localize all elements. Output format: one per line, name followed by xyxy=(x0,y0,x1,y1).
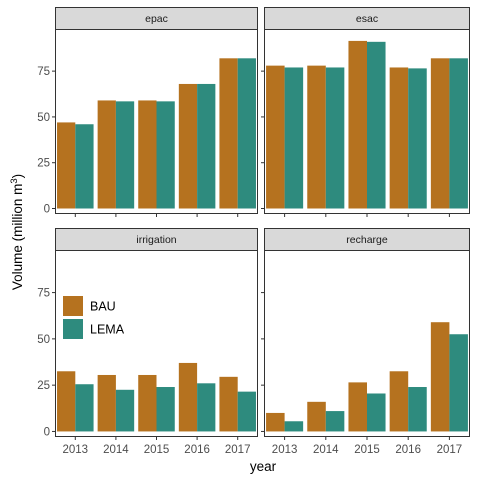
bar-epac-bau-2016 xyxy=(178,83,198,209)
bar-epac-bau-2017 xyxy=(219,58,238,209)
bar-epac-bau-2013 xyxy=(57,122,76,209)
x-axis-title: year xyxy=(250,459,277,474)
bar-irrigation-lema-2013 xyxy=(75,384,94,432)
bar-recharge-bau-2016 xyxy=(389,371,409,432)
x-tick-label-irrigation-2017: 2017 xyxy=(225,444,251,456)
bar-recharge-bau-2015 xyxy=(348,382,367,432)
bar-recharge-lema-2017 xyxy=(449,334,468,432)
bar-recharge-bau-2017 xyxy=(430,322,450,432)
bar-esac-lema-2014 xyxy=(325,67,345,209)
facet-epac: epac 0 25 50 75 xyxy=(37,7,258,217)
bar-irrigation-bau-2014 xyxy=(97,374,116,432)
bar-irrigation-bau-2016 xyxy=(178,362,198,432)
bar-esac-lema-2015 xyxy=(367,41,386,209)
y-tick-label-epac-75: 75 xyxy=(37,66,50,78)
bar-esac-bau-2015 xyxy=(348,40,367,209)
legend-label-bau: BAU xyxy=(90,300,116,314)
x-tick-label-recharge-2014: 2014 xyxy=(313,444,339,456)
y-tick-label-irrigation-25: 25 xyxy=(37,380,50,392)
facet-recharge: recharge 2013 2014 2015 2016 2017 xyxy=(261,228,470,456)
bar-epac-bau-2015 xyxy=(138,100,157,209)
x-tick-label-recharge-2017: 2017 xyxy=(437,444,463,456)
x-tick-label-irrigation-2016: 2016 xyxy=(184,444,210,456)
bar-esac-bau-2013 xyxy=(266,65,285,209)
bar-irrigation-bau-2015 xyxy=(138,374,157,432)
facet-title-irrigation: irrigation xyxy=(136,234,176,246)
x-tick-label-recharge-2013: 2013 xyxy=(272,444,298,456)
y-tick-label-epac-25: 25 xyxy=(37,158,50,170)
bar-esac-bau-2017 xyxy=(430,58,450,209)
bar-recharge-bau-2014 xyxy=(307,401,326,432)
bar-irrigation-lema-2016 xyxy=(197,383,216,432)
bar-esac-bau-2016 xyxy=(389,67,409,209)
bar-irrigation-bau-2013 xyxy=(57,371,76,432)
x-tick-label-recharge-2015: 2015 xyxy=(354,444,380,456)
bar-irrigation-bau-2017 xyxy=(219,376,238,432)
x-tick-label-recharge-2016: 2016 xyxy=(395,444,421,456)
y-tick-label-epac-0: 0 xyxy=(44,204,50,216)
legend-label-lema: LEMA xyxy=(90,323,125,337)
bar-esac-lema-2013 xyxy=(284,67,304,209)
bar-irrigation-lema-2017 xyxy=(237,391,256,432)
facet-esac: esac xyxy=(261,7,470,217)
bar-esac-bau-2014 xyxy=(307,65,326,209)
bar-recharge-lema-2016 xyxy=(408,387,427,432)
bar-esac-lema-2017 xyxy=(449,58,468,209)
x-tick-label-irrigation-2014: 2014 xyxy=(103,444,129,456)
bar-recharge-bau-2013 xyxy=(266,412,285,432)
facet-irrigation: irrigation 0 25 50 75 2013 2014 2015 2016 2017 xyxy=(37,228,258,456)
x-tick-label-irrigation-2015: 2015 xyxy=(144,444,170,456)
facet-title-recharge: recharge xyxy=(346,234,388,246)
bar-epac-lema-2015 xyxy=(156,101,175,209)
bar-recharge-lema-2015 xyxy=(367,393,386,432)
bar-recharge-lema-2014 xyxy=(325,411,345,432)
bar-irrigation-lema-2015 xyxy=(156,387,175,432)
y-tick-label-irrigation-75: 75 xyxy=(37,288,50,300)
bar-epac-lema-2017 xyxy=(237,58,256,209)
bar-epac-lema-2016 xyxy=(197,83,216,209)
y-axis-title: Volume (million m3) xyxy=(9,174,25,290)
facet-title-epac: epac xyxy=(145,13,168,25)
legend-key-lema xyxy=(63,319,83,339)
bar-irrigation-lema-2014 xyxy=(115,389,135,432)
legend: BAU LEMA xyxy=(63,296,125,339)
bar-epac-bau-2014 xyxy=(97,100,116,209)
legend-key-bau xyxy=(63,296,83,316)
y-tick-label-irrigation-0: 0 xyxy=(44,426,50,438)
y-tick-label-irrigation-50: 50 xyxy=(37,334,50,346)
bar-epac-lema-2014 xyxy=(115,101,135,209)
bar-recharge-lema-2013 xyxy=(284,421,304,432)
x-tick-label-irrigation-2013: 2013 xyxy=(63,444,89,456)
y-tick-label-epac-50: 50 xyxy=(37,112,50,124)
bar-esac-lema-2016 xyxy=(408,68,427,209)
facet-title-esac: esac xyxy=(356,13,378,25)
bar-epac-lema-2013 xyxy=(75,124,94,209)
